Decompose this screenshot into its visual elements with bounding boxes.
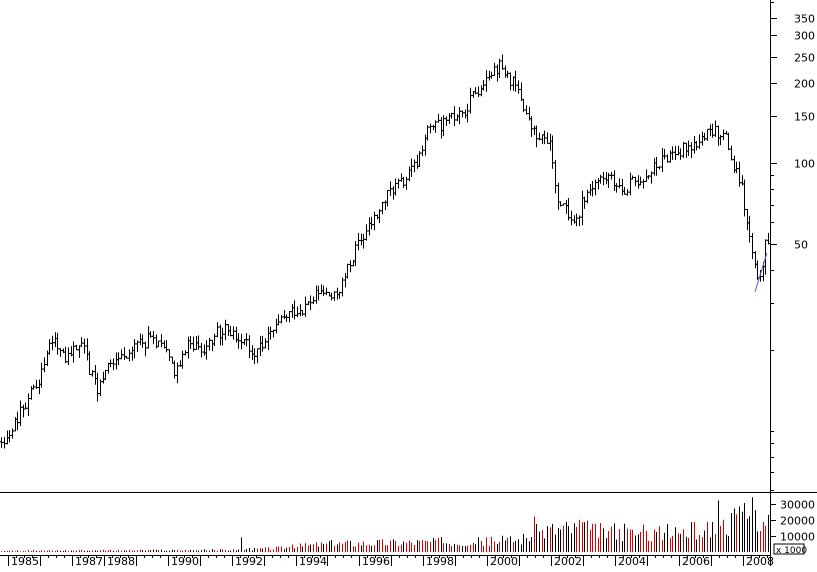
price-panel [0, 54, 771, 449]
y-tick-label: 150 [794, 111, 815, 124]
x-tick-label: 1992 [235, 555, 263, 568]
y-tick-label: 50 [794, 239, 808, 252]
x-tick-label: 2004 [618, 555, 646, 568]
volume-tick-label: 20000 [780, 515, 815, 528]
volume-tick-label: 30000 [780, 499, 815, 512]
y-tick-label: 100 [794, 158, 815, 171]
x-tick-label: 1996 [362, 555, 390, 568]
x-tick-label: 2000 [490, 555, 518, 568]
y-tick-label: 300 [794, 30, 815, 43]
trendline [754, 253, 768, 293]
x-tick-label: 1998 [426, 555, 454, 568]
y-tick-label: 350 [794, 13, 815, 26]
x-tick-label: 1988 [107, 555, 135, 568]
x-tick-label: 1994 [299, 555, 327, 568]
volume-tick-label: 10000 [780, 531, 815, 544]
x-tick-label: 2008 [746, 555, 774, 568]
x-tick-label: 2006 [682, 555, 710, 568]
volume-unit-box [773, 543, 805, 555]
x-tick-label: 1987 [75, 555, 103, 568]
volume-unit-label: x 1000 [776, 546, 807, 556]
volume-panel [1, 497, 769, 552]
x-tick-label: 1990 [171, 555, 199, 568]
y-tick-label: 200 [794, 78, 815, 91]
x-tick-label: 2002 [554, 555, 582, 568]
x-tick-label: 1985 [11, 555, 39, 568]
y-tick-label: 250 [794, 52, 815, 65]
